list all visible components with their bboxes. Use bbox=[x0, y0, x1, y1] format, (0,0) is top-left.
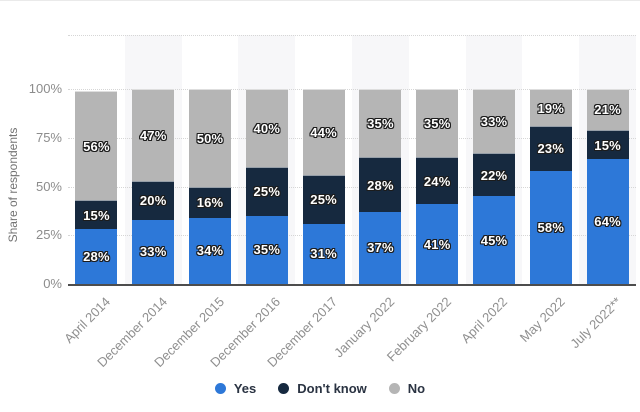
y-axis-tick-label: 75% bbox=[35, 129, 62, 145]
gridline-25 bbox=[68, 235, 636, 237]
bar-data-label: 25% bbox=[253, 184, 281, 200]
bar-data-label: 47% bbox=[139, 127, 167, 143]
bar-data-label: 31% bbox=[310, 246, 337, 262]
bar-segment-don-t-know[interactable]: 22% bbox=[473, 153, 515, 197]
bar-segment-no[interactable]: 19% bbox=[529, 89, 572, 127]
y-axis-tick-label: 0% bbox=[43, 276, 62, 291]
x-axis-label: July 2022** bbox=[567, 294, 625, 352]
bar-data-label: 21% bbox=[594, 102, 621, 118]
bar-data-label: 23% bbox=[537, 141, 565, 157]
bar-data-label: 45% bbox=[480, 232, 508, 248]
bar-segment-don-t-know[interactable]: 20% bbox=[132, 180, 175, 220]
x-axis-label: April 2022 bbox=[458, 294, 511, 347]
bar-data-label: 15% bbox=[83, 207, 110, 223]
y-axis-tick-label: 100% bbox=[28, 81, 62, 96]
bar-segment-don-t-know[interactable]: 25% bbox=[245, 167, 288, 216]
bar-data-label: 19% bbox=[537, 100, 565, 116]
bar-segment-don-t-know[interactable]: 23% bbox=[529, 126, 572, 171]
bar-segment-yes[interactable]: 45% bbox=[473, 196, 515, 284]
bar-data-label: 35% bbox=[367, 116, 394, 132]
bar-data-label: 34% bbox=[196, 243, 224, 259]
bar-segment-no[interactable]: 40% bbox=[245, 89, 288, 167]
bar-segment-don-t-know[interactable]: 15% bbox=[75, 200, 118, 230]
bar-segment-yes[interactable]: 58% bbox=[529, 170, 572, 284]
bar-segment-don-t-know[interactable]: 24% bbox=[416, 157, 459, 205]
gridline-100 bbox=[68, 89, 636, 90]
legend-label: No bbox=[407, 381, 426, 396]
legend-label: Yes bbox=[233, 381, 257, 396]
legend-item-don-t-know[interactable]: Don't know bbox=[278, 381, 367, 396]
bar-data-label: 35% bbox=[253, 242, 281, 258]
bar-segment-no[interactable]: 50% bbox=[189, 89, 231, 187]
bar-data-label: 50% bbox=[196, 130, 224, 146]
bar-data-label: 33% bbox=[139, 244, 167, 260]
bar-data-label: 33% bbox=[480, 114, 508, 130]
bar-segment-yes[interactable]: 37% bbox=[359, 211, 402, 284]
bar-segment-no[interactable]: 44% bbox=[302, 89, 345, 175]
bar-data-label: 56% bbox=[83, 138, 110, 154]
legend-item-no[interactable]: No bbox=[388, 381, 426, 396]
bar-segment-no[interactable]: 33% bbox=[473, 89, 515, 154]
bar-data-label: 35% bbox=[423, 116, 451, 132]
bar-data-label: 25% bbox=[310, 192, 337, 208]
bar-data-label: 44% bbox=[310, 124, 337, 140]
bar-segment-no[interactable]: 56% bbox=[75, 90, 118, 201]
gridline-75 bbox=[68, 137, 636, 139]
x-axis-label: May 2022 bbox=[516, 294, 568, 345]
bar-segment-don-t-know[interactable]: 15% bbox=[586, 129, 629, 160]
bar-segment-yes[interactable]: 34% bbox=[189, 217, 231, 284]
y-axis-tick-label: 50% bbox=[35, 178, 62, 194]
legend-swatch-icon bbox=[388, 383, 400, 394]
bar-segment-yes[interactable]: 41% bbox=[416, 204, 459, 284]
bar-data-label: 41% bbox=[423, 236, 451, 252]
bar-data-label: 58% bbox=[537, 219, 565, 235]
legend-item-yes[interactable]: Yes bbox=[214, 381, 257, 396]
legend-swatch-icon bbox=[278, 383, 290, 394]
bar-data-label: 40% bbox=[253, 121, 281, 136]
legend: Yes Don't know No bbox=[0, 381, 640, 396]
bar-data-label: 64% bbox=[594, 214, 621, 230]
bar-data-label: 16% bbox=[196, 195, 224, 211]
x-axis-label: April 2014 bbox=[60, 294, 113, 347]
bar-segment-yes[interactable]: 33% bbox=[132, 219, 175, 284]
bar-data-label: 28% bbox=[367, 177, 394, 193]
bar-segment-yes[interactable]: 64% bbox=[586, 159, 629, 284]
bar-segment-no[interactable]: 21% bbox=[586, 89, 629, 130]
bar-data-label: 24% bbox=[423, 173, 451, 189]
bar-data-label: 28% bbox=[83, 249, 110, 265]
y-axis-tick-label: 25% bbox=[35, 227, 62, 243]
bar-segment-no[interactable]: 35% bbox=[359, 89, 402, 158]
bar-segment-don-t-know[interactable]: 16% bbox=[189, 186, 231, 218]
legend-swatch-icon bbox=[214, 383, 226, 394]
plot-top-boundary bbox=[68, 35, 636, 36]
bar-segment-yes[interactable]: 35% bbox=[245, 215, 288, 284]
bar-data-label: 37% bbox=[367, 240, 394, 256]
x-axis-line bbox=[68, 284, 636, 286]
bar-segment-yes[interactable]: 28% bbox=[75, 229, 118, 284]
bar-segment-no[interactable]: 47% bbox=[132, 89, 175, 181]
bar-data-label: 20% bbox=[139, 193, 167, 209]
bar-segment-no[interactable]: 35% bbox=[416, 89, 459, 158]
bar-data-label: 15% bbox=[594, 137, 621, 153]
bar-segment-yes[interactable]: 31% bbox=[302, 223, 345, 284]
bar-segment-don-t-know[interactable]: 28% bbox=[359, 157, 402, 212]
bar-data-label: 22% bbox=[480, 167, 508, 183]
gridline-50 bbox=[68, 186, 636, 188]
legend-label: Don't know bbox=[297, 381, 367, 396]
bar-segment-don-t-know[interactable]: 25% bbox=[302, 174, 345, 224]
